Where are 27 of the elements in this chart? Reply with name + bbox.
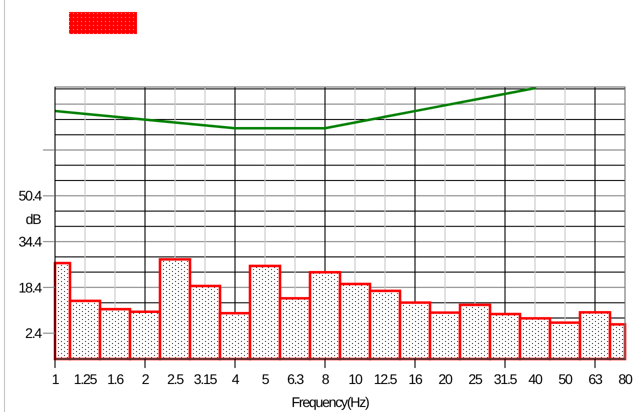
x-tick-label: 16 xyxy=(408,370,423,387)
x-tick-label: 80 xyxy=(618,370,633,387)
x-tick-label: 40 xyxy=(528,370,543,387)
y-tick-label: 50.4 xyxy=(18,188,42,204)
y-tick-label: 18.4 xyxy=(18,279,42,296)
x-tick-label: 1.25 xyxy=(74,370,98,387)
x-tick-label: 2.5 xyxy=(167,370,184,387)
line-series xyxy=(55,87,536,130)
x-tick-label: 31.5 xyxy=(494,370,518,387)
x-tick-label: 2 xyxy=(142,370,150,387)
x-tick-label: 20 xyxy=(438,370,453,387)
y-tick-label: 34.4 xyxy=(18,234,42,250)
x-tick-label: 12.5 xyxy=(374,370,398,387)
x-tick-label: 8 xyxy=(322,370,330,387)
x-tick-label: 1 xyxy=(52,370,60,387)
x-tick-label: 25 xyxy=(468,370,483,387)
x-tick-label: 50 xyxy=(558,370,573,387)
y-axis-title: dB xyxy=(26,210,42,227)
y-tick-label: 2.4 xyxy=(25,325,42,342)
x-tick-label: 10 xyxy=(348,370,363,387)
x-tick-label: 6.3 xyxy=(287,370,304,387)
x-axis-title: Frequency(Hz) xyxy=(292,394,370,410)
x-tick-label: 3.15 xyxy=(194,370,218,387)
x-tick-label: 1.6 xyxy=(107,370,124,387)
x-tick-label: 5 xyxy=(262,370,270,387)
x-tick-label: 4 xyxy=(232,370,240,387)
x-tick-label: 63 xyxy=(588,370,603,387)
